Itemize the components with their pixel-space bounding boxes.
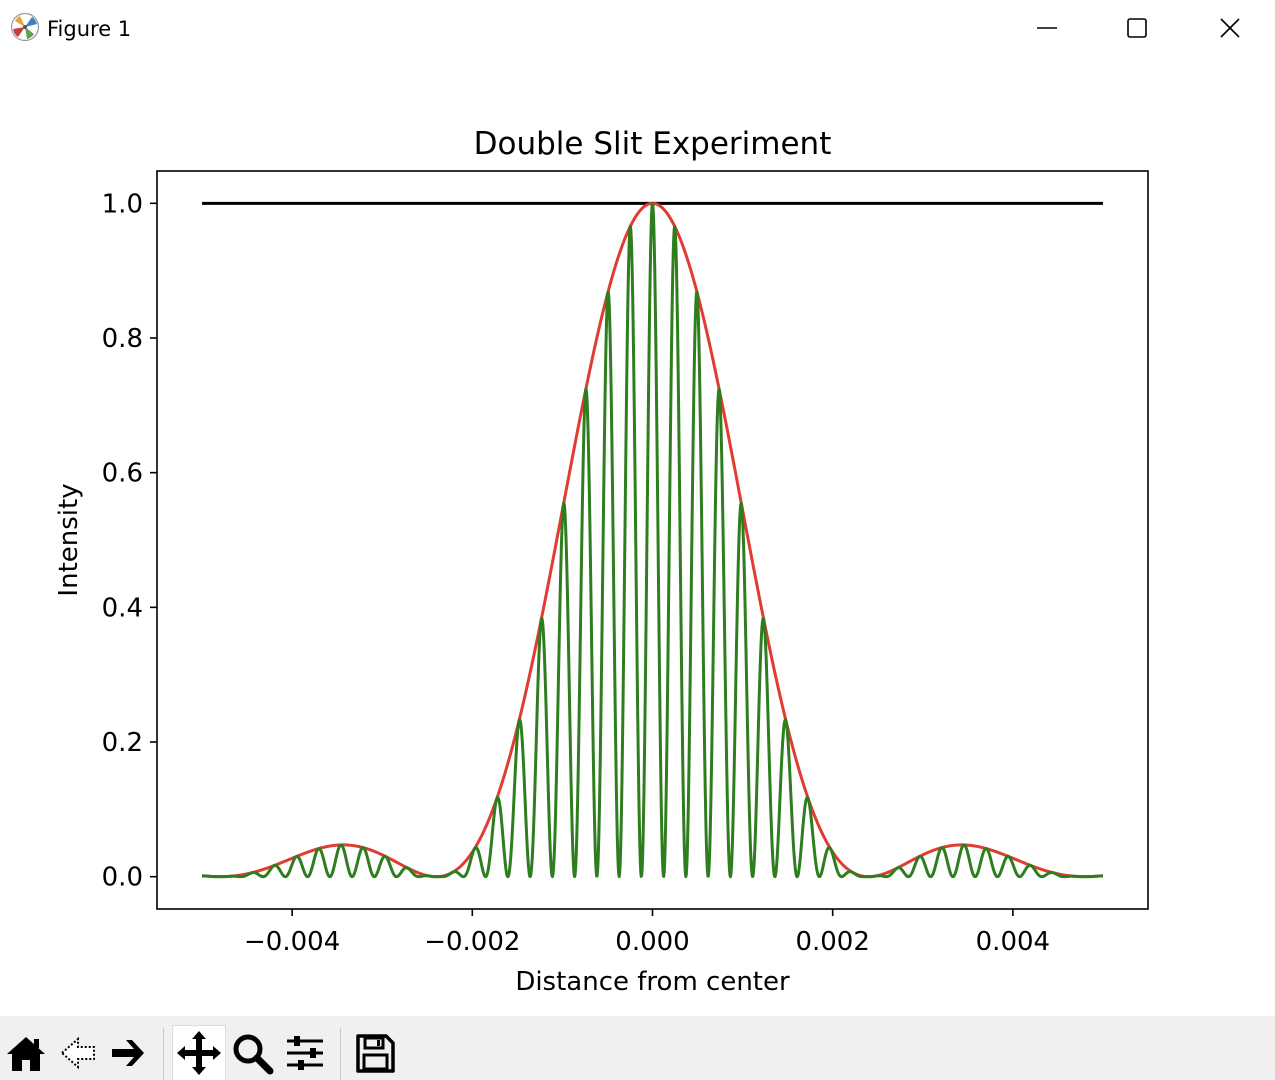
double-slit-chart[interactable]: −0.004 −0.002 0.000 0.002 0.004 0.0 0.2 0.4 0.6…: [0, 56, 1275, 1016]
maximize-icon: [1127, 18, 1147, 38]
chart-title: Double Slit Experiment: [474, 126, 832, 162]
save-button[interactable]: [349, 1026, 401, 1080]
toolbar-separator: [340, 1028, 341, 1080]
y-axis-label: Intensity: [54, 483, 84, 596]
x-tick-label: −0.004: [244, 927, 340, 957]
x-axis-label: Distance from center: [515, 967, 790, 997]
matplotlib-logo-icon: [10, 12, 40, 42]
minimize-button[interactable]: [1002, 0, 1092, 56]
back-button[interactable]: [52, 1026, 104, 1080]
interference-line: [201, 201, 1104, 879]
window-title: Figure 1: [47, 17, 132, 41]
configure-subplots-button[interactable]: [279, 1026, 331, 1080]
toolbar-separator: [163, 1028, 164, 1080]
navigation-toolbar: [0, 1016, 1275, 1080]
pan-move-icon: [177, 1031, 221, 1075]
home-icon: [7, 1037, 45, 1071]
x-tick-label: 0.002: [795, 927, 869, 957]
x-tick-label: 0.004: [976, 927, 1050, 957]
back-arrow-icon: [60, 1036, 95, 1070]
close-button[interactable]: [1185, 0, 1275, 56]
y-tick-label: 0.8: [102, 324, 143, 354]
x-tick-label: −0.002: [424, 927, 520, 957]
minimize-icon: [1037, 27, 1057, 29]
zoom-button[interactable]: [226, 1026, 278, 1080]
y-tick-label: 0.4: [102, 593, 143, 623]
figure-canvas[interactable]: −0.004 −0.002 0.000 0.002 0.004 0.0 0.2 0.4 0.6…: [0, 56, 1275, 1016]
axes-background: [157, 171, 1148, 909]
y-tick-label: 0.2: [102, 728, 143, 758]
y-tick-label: 0.0: [102, 863, 143, 893]
forward-button[interactable]: [104, 1026, 156, 1080]
pan-button[interactable]: [172, 1025, 226, 1080]
sliders-icon: [287, 1036, 323, 1070]
y-tick-label: 0.6: [102, 459, 143, 489]
home-button[interactable]: [0, 1026, 52, 1080]
save-disk-icon: [356, 1034, 395, 1073]
x-tick-label: 0.000: [615, 927, 689, 957]
zoom-magnifier-icon: [233, 1034, 274, 1075]
y-tick-label: 1.0: [102, 189, 143, 219]
maximize-button[interactable]: [1092, 0, 1182, 56]
close-icon: [1220, 18, 1240, 38]
forward-arrow-icon: [112, 1040, 144, 1066]
title-bar[interactable]: Figure 1: [0, 0, 1275, 56]
